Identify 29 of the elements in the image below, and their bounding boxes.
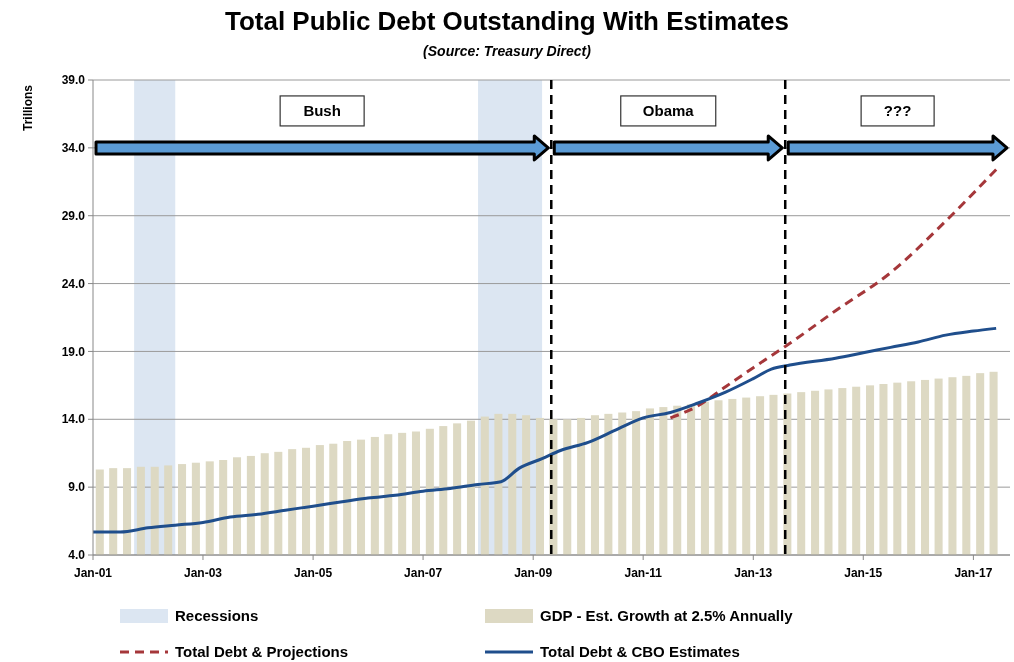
x-tick-label: Jan-07 — [404, 566, 443, 580]
y-tick-label: 24.0 — [61, 276, 86, 291]
x-tick-label: Jan-03 — [183, 566, 223, 580]
legend-label: Total Debt & Projections — [175, 643, 349, 661]
chart-subtitle: (Source: Treasury Direct) — [423, 43, 592, 59]
y-tick-label: 34.0 — [61, 141, 86, 156]
x-tick-label: Jan-11 — [624, 566, 663, 580]
y-tick-label: 39.0 — [61, 73, 86, 88]
legend-label: GDP - Est. Growth at 2.5% Annually — [540, 607, 794, 625]
y-axis-title: Trillions — [21, 84, 35, 132]
chart-title: Total Public Debt Outstanding With Estimates — [224, 6, 790, 36]
annotation: Obama — [642, 102, 695, 120]
x-tick-label: Jan-17 — [954, 566, 993, 580]
y-tick-label: 4.0 — [68, 548, 86, 563]
y-tick-label: 14.0 — [61, 412, 86, 427]
x-tick-label: Jan-01 — [73, 566, 113, 580]
x-tick-label: Jan-13 — [734, 566, 773, 580]
y-tick-label: 9.0 — [68, 480, 86, 495]
y-tick-label: 29.0 — [61, 208, 86, 223]
legend-label: Total Debt & CBO Estimates — [540, 643, 740, 661]
annotation: ??? — [883, 102, 912, 120]
line-series — [668, 168, 998, 420]
y-tick-label: 19.0 — [61, 344, 86, 359]
x-tick-label: Jan-09 — [514, 566, 553, 580]
x-tick-label: Jan-05 — [294, 566, 333, 580]
line-series — [91, 326, 998, 534]
annotation: Bush — [303, 102, 341, 120]
legend-label: Recessions — [175, 607, 259, 625]
x-tick-label: Jan-15 — [844, 566, 883, 580]
